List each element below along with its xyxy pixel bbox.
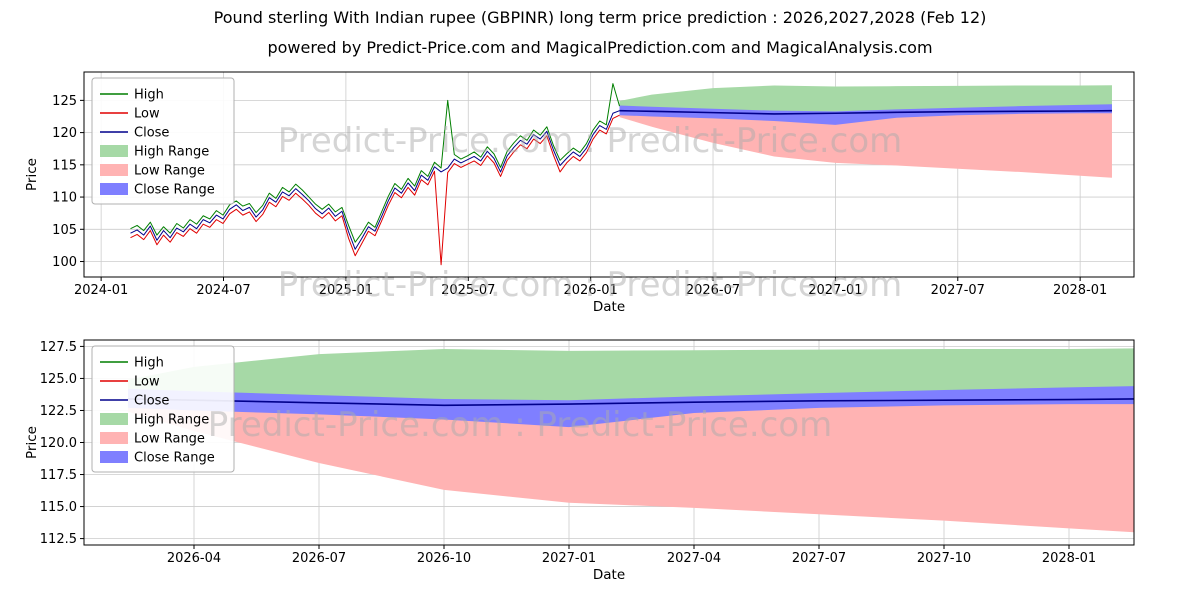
- plot-frame: [83, 71, 1135, 278]
- legend-sample-patch: [100, 451, 128, 463]
- x-tick-label: 2027-07: [792, 551, 846, 566]
- y-axis-label: Price: [24, 158, 40, 191]
- close-range-band: [128, 386, 1134, 428]
- y-axis-label: Price: [24, 426, 40, 459]
- y-tick-label: 112.5: [40, 532, 77, 547]
- history-high-line: [130, 83, 621, 243]
- low-range-band: [128, 398, 1134, 533]
- high-range-band: [619, 85, 1112, 114]
- x-tick-label: 2028-01: [1042, 551, 1096, 566]
- x-tick-label: 2026-07: [292, 551, 346, 566]
- x-tick-label: 2026-04: [167, 551, 221, 566]
- x-tick-label: 2028-01: [1053, 283, 1107, 298]
- x-tick-label: 2025-01: [319, 283, 373, 298]
- y-tick-label: 110: [52, 191, 77, 206]
- legend-label: Low Range: [134, 432, 205, 447]
- close-range-band: [619, 104, 1112, 125]
- legend-label: High: [134, 88, 164, 103]
- legend-label: High Range: [134, 145, 209, 160]
- y-tick-label: 125: [52, 94, 77, 109]
- history-and-forecast-panel: 2024-01 2024-07 2025-01 2025-07 2026-01 2026-…: [24, 71, 1135, 315]
- legend-sample-patch: [100, 432, 128, 444]
- y-tick-label: 122.5: [40, 404, 77, 419]
- history-close-line: [130, 110, 620, 250]
- x-axis-label: Date: [593, 567, 625, 583]
- legend-label: High Range: [134, 413, 209, 428]
- history-low-line: [130, 114, 620, 266]
- y-tick-label: 125.0: [40, 372, 77, 387]
- watermark: Predict-Price.com : Predict-Price.com: [278, 265, 903, 305]
- x-tick-label: 2027-01: [542, 551, 596, 566]
- x-tick-label: 2026-10: [417, 551, 471, 566]
- y-tick-label: 115: [52, 158, 77, 173]
- legend-label: Low Range: [134, 164, 205, 179]
- x-tick-label: 2027-10: [917, 551, 971, 566]
- legend-label: Close: [134, 394, 169, 409]
- y-tick-label: 127.5: [40, 340, 77, 355]
- legend-sample-patch: [100, 164, 128, 176]
- x-tick-label: 2027-04: [667, 551, 721, 566]
- legend-label: Close Range: [134, 183, 215, 198]
- legend-label: Close Range: [134, 451, 215, 466]
- x-tick-label: 2026-01: [563, 283, 617, 298]
- price-prediction-chart: 2024-01 2024-07 2025-01 2025-07 2026-01 2026-…: [24, 71, 1135, 583]
- legend: High Low Close High Range Low Range Close Ran…: [91, 345, 235, 473]
- legend: High Low Close High Range Low Range Close Ran…: [91, 77, 235, 205]
- legend-sample-patch: [100, 145, 128, 157]
- legend-label: Low: [134, 107, 160, 122]
- y-tick-label: 105: [52, 223, 77, 238]
- legend-sample-patch: [100, 413, 128, 425]
- x-tick-label: 2027-01: [808, 283, 862, 298]
- y-tick-label: 120.0: [40, 436, 77, 451]
- forecast-close-line: [127, 398, 1134, 407]
- x-axis-label: Date: [593, 299, 625, 315]
- legend-sample-patch: [100, 183, 128, 195]
- figure-subtitle: powered by Predict-Price.com and Magical…: [267, 38, 933, 57]
- low-range-band: [619, 110, 1112, 178]
- y-tick-label: 115.0: [40, 500, 77, 515]
- x-tick-label: 2024-07: [196, 283, 250, 298]
- forecast-detail-panel: 2026-04 2026-07 2026-10 2027-01 2027-04 2027-…: [24, 339, 1135, 583]
- x-tick-label: 2025-07: [441, 283, 495, 298]
- x-tick-label: 2027-07: [931, 283, 985, 298]
- legend-label: Low: [134, 375, 160, 390]
- y-tick-label: 117.5: [40, 468, 77, 483]
- x-tick-label: 2026-07: [686, 283, 740, 298]
- y-tick-label: 100: [52, 255, 77, 270]
- watermark: Predict-Price.com : Predict-Price.com: [208, 405, 833, 445]
- legend-label: Close: [134, 126, 169, 141]
- figure-title: Pound sterling With Indian rupee (GBPINR…: [213, 8, 987, 27]
- forecast-close-line: [619, 109, 1112, 115]
- legend-label: High: [134, 356, 164, 371]
- high-range-band: [128, 348, 1134, 406]
- watermark: Predict-Price.com : Predict-Price.com: [278, 121, 903, 161]
- y-tick-label: 120: [52, 126, 77, 141]
- x-tick-label: 2024-01: [74, 283, 128, 298]
